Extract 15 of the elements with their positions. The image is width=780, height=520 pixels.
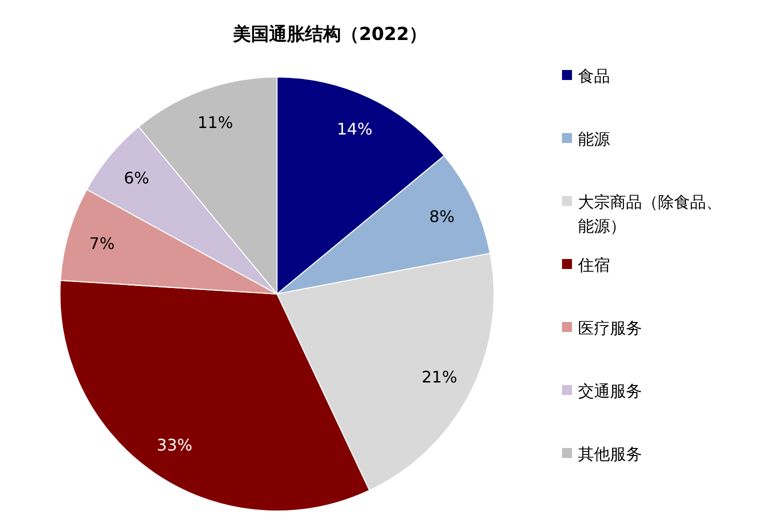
legend-label: 大宗商品（除食品、能源） <box>578 192 722 236</box>
data-label: 7% <box>89 234 115 253</box>
legend-label: 住宿 <box>577 256 610 275</box>
data-label: 8% <box>429 206 455 226</box>
chart-title: 美国通胀结构（2022） <box>232 24 428 45</box>
data-label: 14% <box>336 120 372 139</box>
legend-label: 医疗服务 <box>578 318 642 338</box>
legend-label: 其他服务 <box>578 444 642 464</box>
legend-label: 交通服务 <box>578 382 642 401</box>
data-label: 33% <box>156 435 192 454</box>
data-label: 21% <box>422 367 458 386</box>
legend-label: 能源 <box>578 130 610 149</box>
legend-label: 食品 <box>578 66 610 86</box>
data-label: 6% <box>124 168 150 188</box>
data-label: 11% <box>197 113 234 132</box>
